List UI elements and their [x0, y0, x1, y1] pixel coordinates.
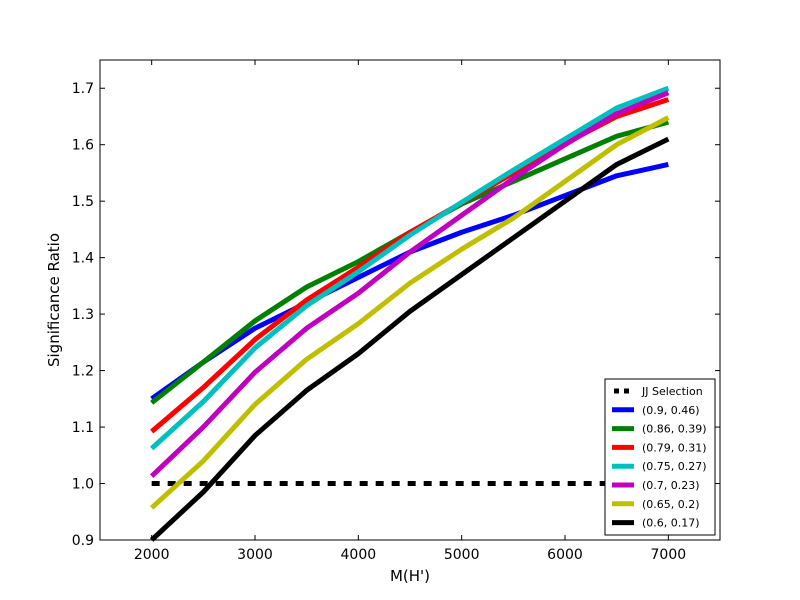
legend-label-2: (0.86, 0.39): [642, 423, 707, 436]
legend-label-4: (0.75, 0.27): [642, 460, 707, 473]
y-tick-label: 1.0: [72, 477, 94, 493]
y-tick-label: 1.1: [72, 420, 94, 436]
legend: JJ Selection (0.9, 0.46) (0.86, 0.39) (0.79…: [604, 378, 716, 536]
legend-label-7: (0.6, 0.17): [642, 517, 700, 530]
x-tick-label: 2000: [134, 547, 170, 563]
legend-label-3: (0.79, 0.31): [642, 441, 707, 454]
y-tick-label: 1.2: [72, 364, 94, 380]
legend-label-1: (0.9, 0.46): [642, 404, 700, 417]
series-line-7: [149, 136, 670, 542]
legend-frame: [604, 378, 716, 536]
series-line-4: [149, 85, 670, 451]
y-tick-label: 1.5: [72, 194, 94, 210]
legend-label-6: (0.65, 0.2): [642, 498, 700, 511]
x-tick-label: 7000: [651, 547, 687, 563]
series-layer: [149, 85, 670, 542]
x-axis-ticks: 2000 3000 4000 5000 6000 7000: [134, 60, 686, 563]
y-tick-label: 0.9: [72, 533, 94, 549]
x-axis-title: M(H'): [390, 567, 430, 585]
x-tick-label: 6000: [547, 547, 583, 563]
x-tick-label: 3000: [237, 547, 273, 563]
y-tick-label: 1.6: [72, 138, 94, 154]
y-tick-label: 1.7: [72, 81, 94, 97]
series-line-6: [149, 115, 670, 510]
y-axis-ticks: 0.9 1.0 1.1 1.2 1.3 1.4 1.5 1.6 1.7: [72, 81, 720, 549]
x-tick-label: 4000: [341, 547, 377, 563]
y-tick-label: 1.4: [72, 251, 94, 267]
plot-frame: [99, 59, 721, 541]
legend-label-5: (0.7, 0.23): [642, 479, 700, 492]
y-axis-title: Significance Ratio: [45, 233, 63, 367]
x-tick-label: 5000: [444, 547, 480, 563]
y-tick-label: 1.3: [72, 307, 94, 323]
series-line-5: [149, 90, 670, 479]
legend-label-0: JJ Selection: [641, 385, 703, 398]
